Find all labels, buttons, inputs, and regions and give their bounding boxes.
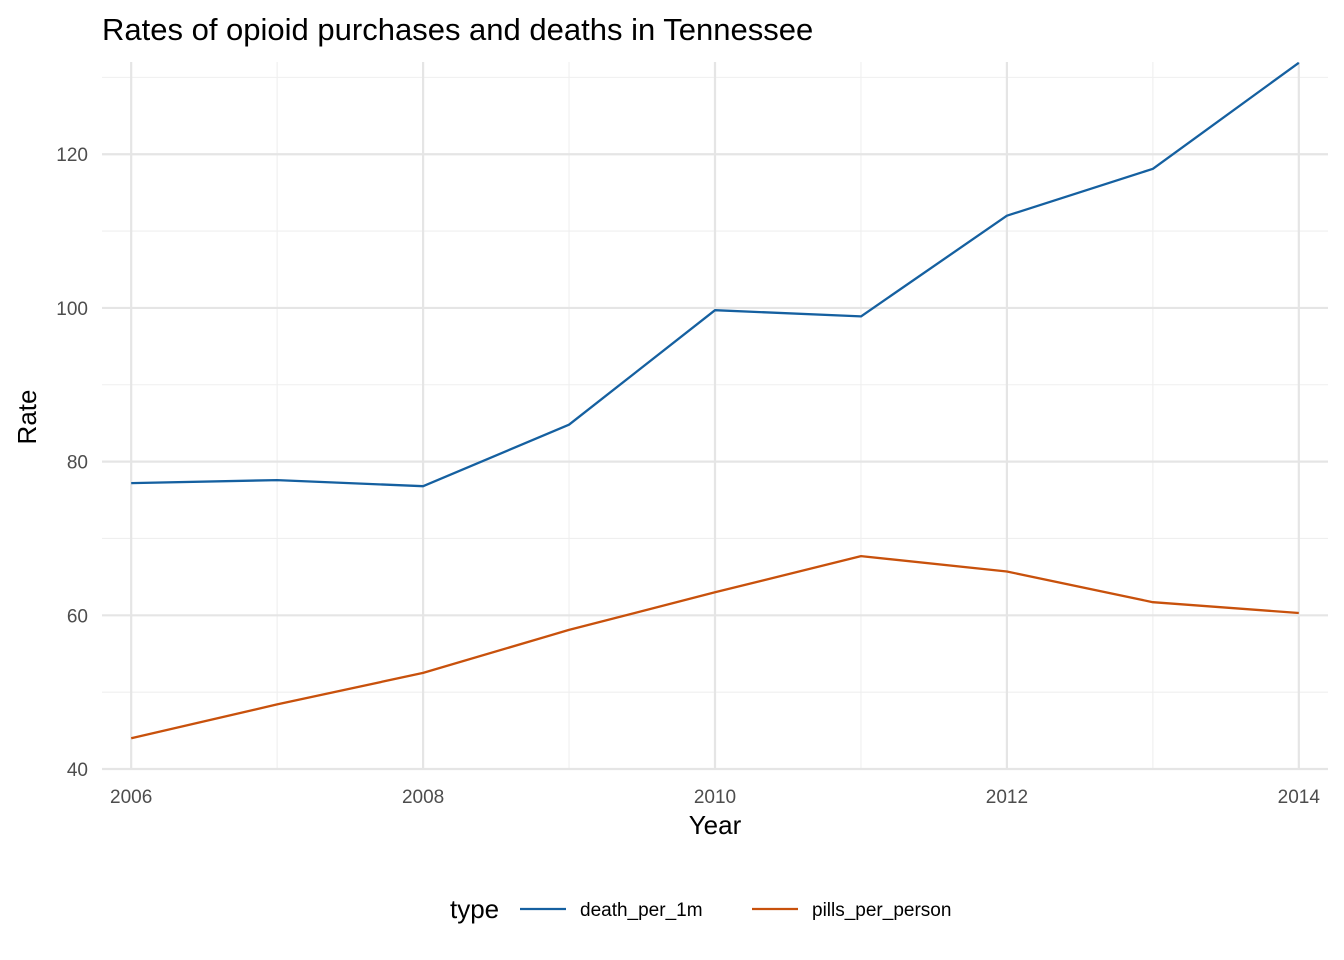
series-line-death_per_1m xyxy=(131,61,1300,488)
legend-label-death_per_1m: death_per_1m xyxy=(580,900,703,921)
y-axis-ticks: 40 60 80 100 120 xyxy=(56,145,88,781)
legend: type death_per_1m pills_per_person xyxy=(450,894,951,924)
x-tick-label: 2008 xyxy=(402,787,444,808)
y-axis-title: Rate xyxy=(12,390,42,445)
y-tick-label: 40 xyxy=(67,760,88,781)
x-tick-label: 2014 xyxy=(1278,787,1321,808)
x-tick-label: 2006 xyxy=(110,787,152,808)
y-tick-label: 80 xyxy=(67,453,88,474)
y-tick-label: 100 xyxy=(56,299,88,320)
series-layer xyxy=(130,61,1300,740)
series-line-pills_per_person xyxy=(130,554,1299,740)
x-axis-ticks: 2006 2008 2010 2012 2014 xyxy=(110,787,1320,808)
y-tick-label: 120 xyxy=(56,145,88,166)
x-tick-label: 2012 xyxy=(986,787,1028,808)
x-tick-label: 2010 xyxy=(694,787,736,808)
legend-title: type xyxy=(450,894,499,924)
chart-title: Rates of opioid purchases and deaths in … xyxy=(102,12,813,47)
legend-label-pills_per_person: pills_per_person xyxy=(812,900,951,921)
x-axis-title: Year xyxy=(689,810,742,840)
grid xyxy=(102,62,1328,771)
y-tick-label: 60 xyxy=(67,606,88,627)
